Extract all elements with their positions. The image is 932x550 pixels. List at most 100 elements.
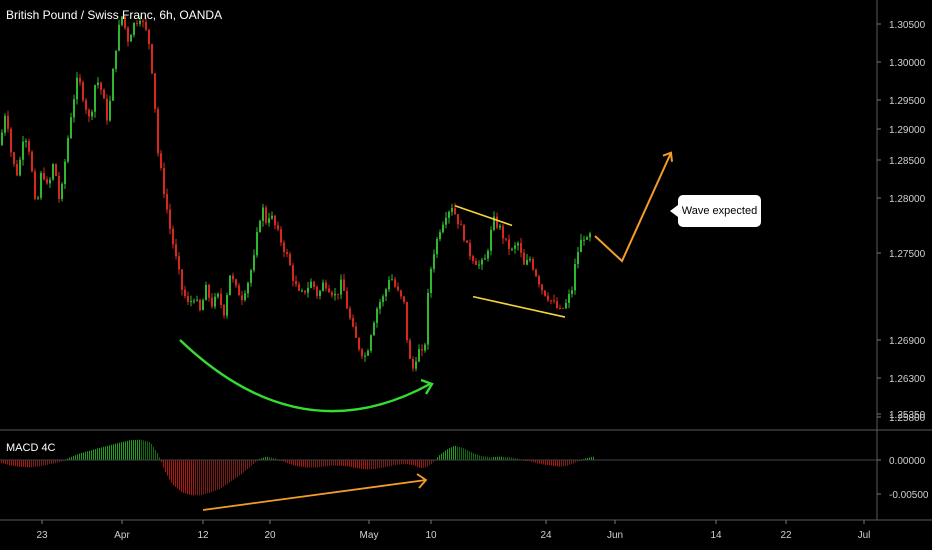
candle-body — [16, 163, 18, 176]
time-tick-label: Jun — [607, 530, 623, 541]
macd-bar — [19, 460, 20, 467]
macd-bar — [217, 460, 218, 490]
macd-bar — [423, 460, 424, 468]
macd-bar — [351, 460, 352, 468]
candle-body — [271, 215, 273, 219]
macd-bar — [389, 460, 390, 467]
time-tick-label: 23 — [36, 530, 48, 541]
macd-bar — [517, 458, 518, 460]
candle-body — [19, 159, 21, 176]
macd-bar — [25, 460, 26, 468]
candle-body — [484, 258, 486, 260]
candle-body — [205, 284, 207, 301]
candle-body — [229, 275, 231, 296]
candle-body — [358, 337, 360, 350]
candle-body — [418, 349, 420, 362]
price-tick-label: 1.25350 — [889, 410, 926, 421]
macd-bar — [495, 456, 496, 460]
macd-bar — [205, 460, 206, 494]
macd-bar — [273, 458, 274, 460]
macd-bar — [287, 460, 288, 464]
candle-body — [157, 109, 159, 154]
candle-body — [577, 252, 579, 265]
macd-tick-label: -0.00500 — [889, 490, 929, 501]
candle-body — [490, 229, 492, 251]
time-tick-label: 14 — [710, 530, 722, 541]
candle-body — [430, 269, 432, 293]
time-tick-label: May — [360, 530, 379, 541]
candle-body — [460, 224, 462, 226]
candle-body — [22, 141, 24, 160]
macd-bar — [313, 460, 314, 468]
macd-bar — [69, 457, 70, 460]
macd-bar — [477, 454, 478, 460]
macd-bar — [3, 460, 4, 464]
macd-bar — [133, 440, 134, 460]
candle-body — [94, 85, 96, 112]
candle-body — [319, 290, 321, 296]
candle-body — [421, 349, 423, 351]
macd-bar — [311, 460, 312, 468]
macd-bar — [321, 460, 322, 467]
macd-bar — [169, 460, 170, 480]
candle-body — [406, 301, 408, 341]
macd-bar — [213, 460, 214, 492]
macd-bar — [21, 460, 22, 467]
macd-bar — [505, 456, 506, 460]
macd-bar — [173, 460, 174, 486]
candle-body — [163, 167, 165, 195]
macd-bar — [385, 460, 386, 468]
macd-bar — [177, 460, 178, 489]
macd-bar — [189, 460, 190, 495]
candle-body — [376, 308, 378, 323]
macd-bar — [109, 445, 110, 460]
candle-body — [511, 248, 513, 250]
macd-bar — [119, 442, 120, 460]
macd-bar — [317, 460, 318, 468]
candle-body — [235, 279, 237, 286]
candle-body — [352, 318, 354, 327]
macd-bar — [399, 460, 400, 465]
candle-body — [112, 68, 114, 101]
time-tick-label: 22 — [780, 530, 792, 541]
macd-bar — [201, 460, 202, 496]
macd-bar — [453, 446, 454, 460]
candle-body — [247, 282, 249, 294]
candle-body — [379, 302, 381, 309]
macd-bar — [295, 460, 296, 466]
macd-bar — [587, 457, 588, 460]
macd-bar — [303, 460, 304, 468]
candle-body — [559, 307, 561, 309]
macd-bar — [337, 460, 338, 466]
candle-body — [34, 171, 36, 199]
macd-bar — [503, 456, 504, 460]
macd-bar — [211, 460, 212, 493]
macd-bar — [41, 460, 42, 466]
macd-bar — [271, 457, 272, 460]
macd-bar — [207, 460, 208, 494]
macd-bar — [569, 460, 570, 466]
macd-bar — [51, 460, 52, 464]
macd-bar — [131, 440, 132, 460]
candle-body — [85, 100, 87, 110]
candle-body — [49, 179, 51, 184]
macd-bar — [299, 460, 300, 467]
candle-body — [274, 215, 276, 226]
candle-body — [139, 20, 141, 24]
candle-body — [349, 308, 351, 319]
macd-bar — [183, 460, 184, 493]
macd-bar — [593, 456, 594, 460]
candle-body — [166, 194, 168, 210]
candle-body — [469, 242, 471, 257]
macd-bar — [139, 439, 140, 460]
macd-bar — [137, 439, 138, 460]
macd-bar — [275, 458, 276, 460]
macd-bar — [543, 460, 544, 465]
macd-bar — [443, 452, 444, 460]
candle-body — [508, 239, 510, 250]
candle-body — [337, 293, 339, 295]
candle-body — [214, 296, 216, 307]
macd-bar — [225, 460, 226, 486]
candle-body — [322, 282, 324, 291]
candle-body — [208, 284, 210, 298]
